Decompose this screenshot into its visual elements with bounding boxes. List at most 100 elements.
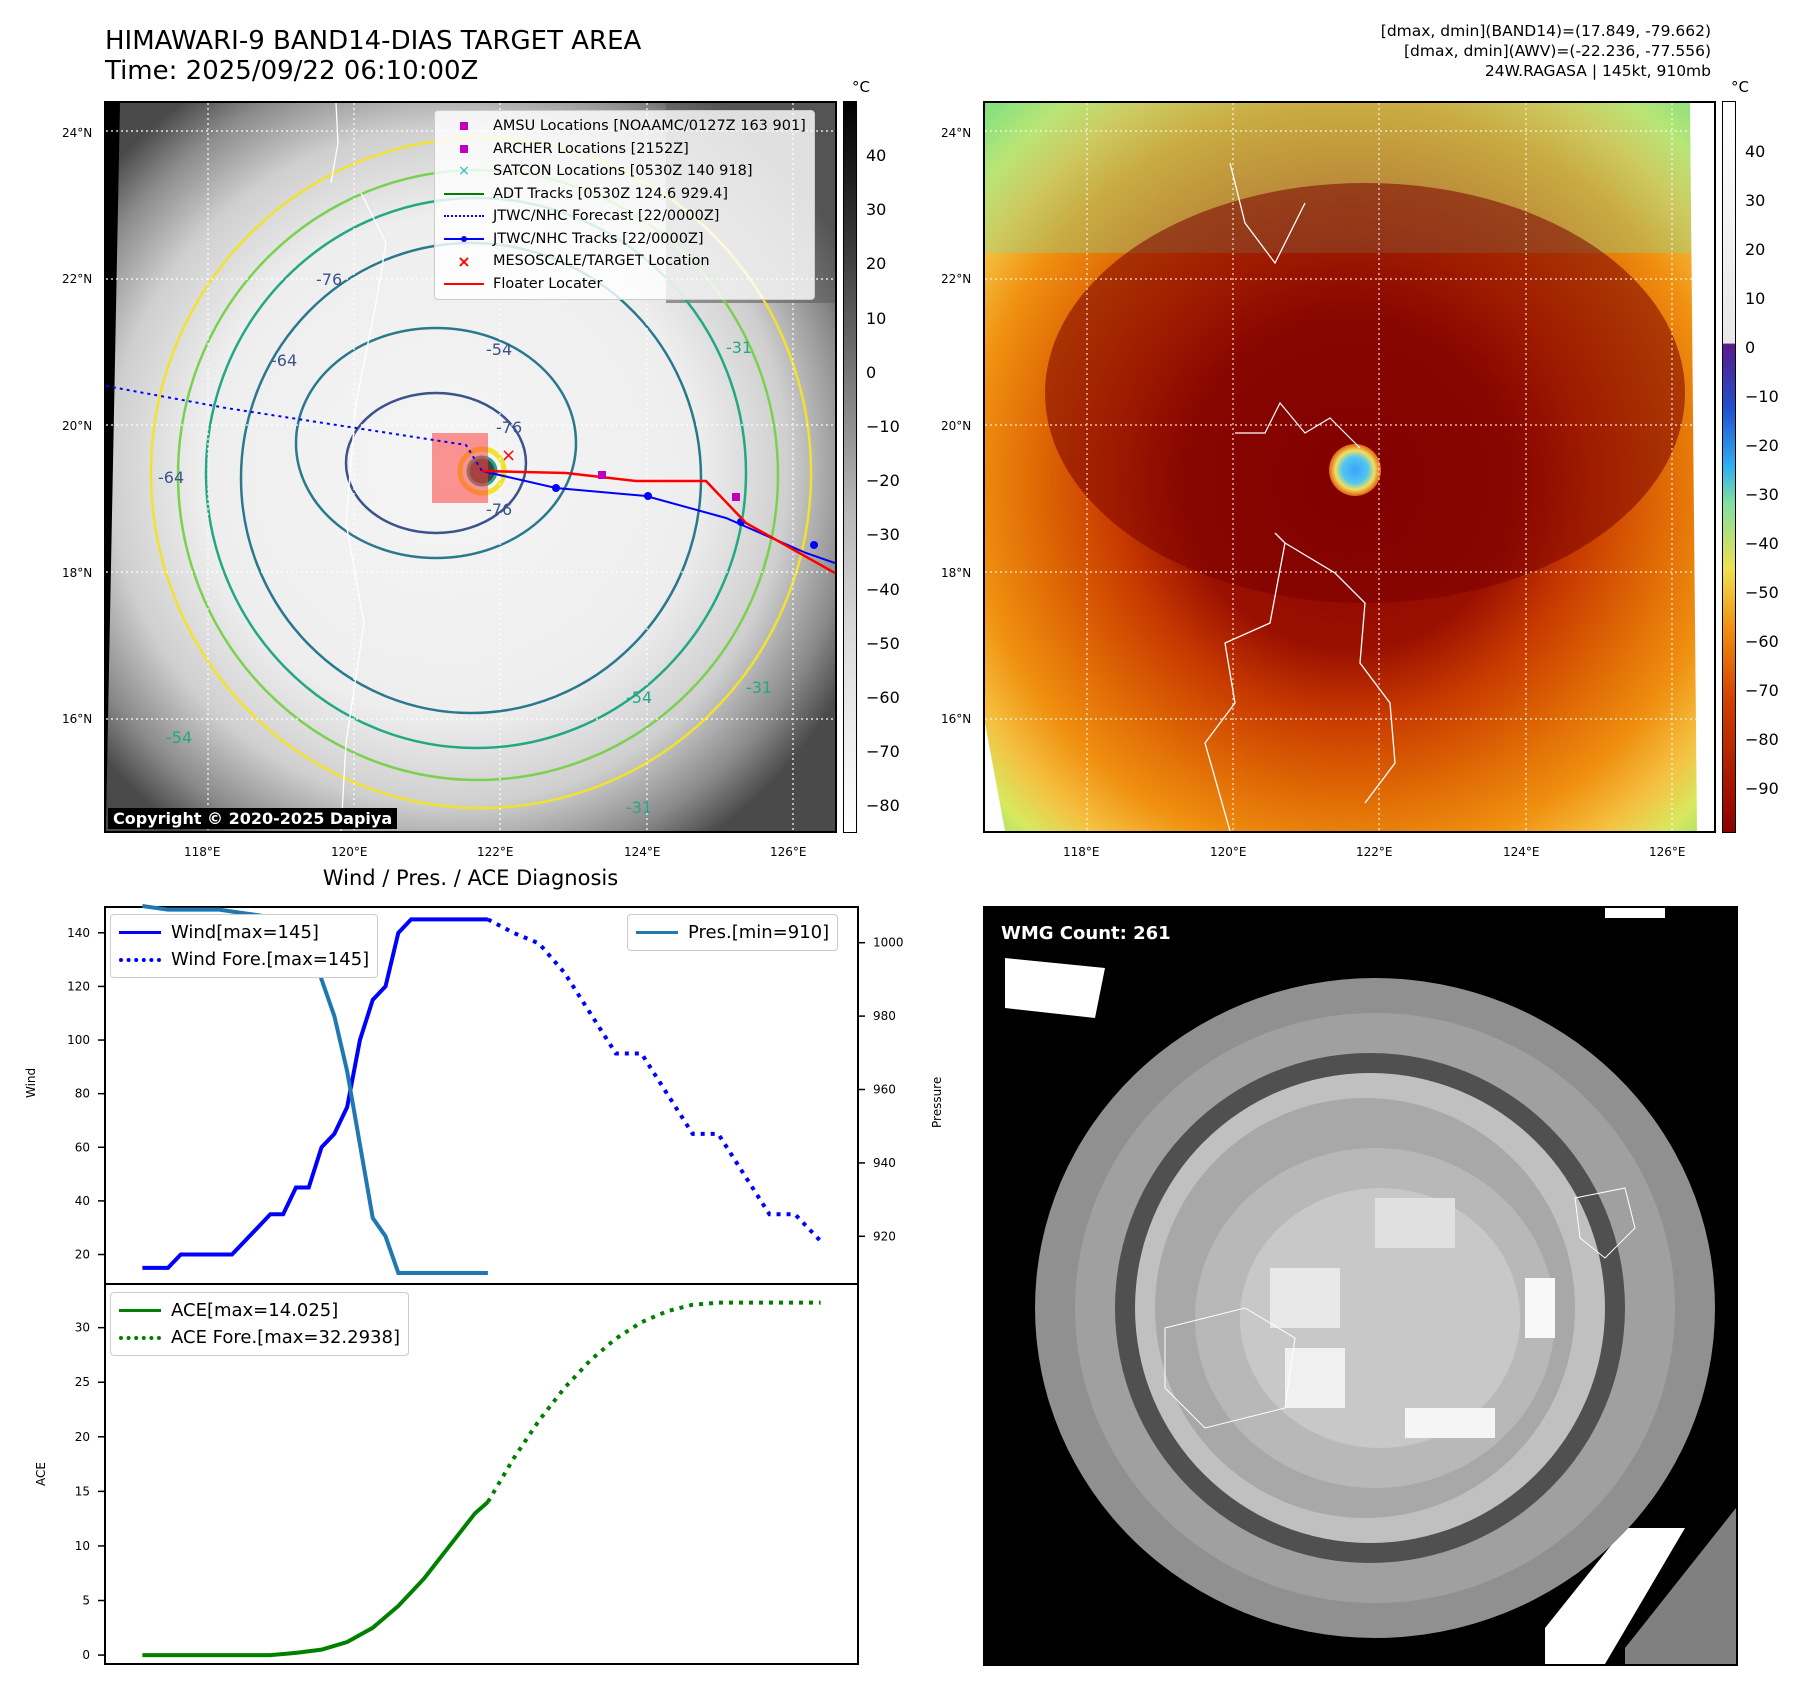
wind-axis-label: Wind [24,1067,38,1098]
diagnosis-title: Wind / Pres. / ACE Diagnosis [322,866,619,890]
colorbar-tick: 20 [1745,240,1766,259]
lat-label: 24°N [941,126,972,140]
wind-tick-label: 80 [75,1087,90,1101]
pressure-legend: Pres.[min=910] [627,914,839,951]
dotted-line-icon [119,957,161,962]
contour-label: -76 [486,500,512,519]
legend-item: AMSU Locations [NOAAMC/0127Z 163 901] [443,115,806,138]
contour-label: -31 [626,798,652,817]
lat-label: 16°N [941,712,972,726]
ace-tick-label: 25 [75,1375,90,1389]
contour-label: -76 [316,270,342,289]
square-marker-icon [443,119,485,133]
legend-item: ACE[max=14.025] [119,1297,400,1324]
lat-label: 20°N [62,419,93,433]
lon-label: 122°E [477,845,514,859]
lon-label: 124°E [1503,845,1540,859]
wind-tick-label: 60 [75,1140,90,1154]
colorbar-tick: −90 [1745,779,1779,798]
right-colorbar [1722,101,1736,833]
colorbar-tick: −30 [1745,485,1779,504]
lon-label: 120°E [331,845,368,859]
colorbar-tick: −60 [1745,632,1779,651]
contour-label: -76 [496,418,522,437]
right-map-image [985,103,1714,831]
colorbar-unit: °C [852,78,870,96]
colorbar-tick: 10 [866,308,887,328]
lon-label: 126°E [770,845,807,859]
legend-item: Wind Fore.[max=145] [119,946,369,973]
band14-range: [dmax, dmin](BAND14)=(17.849, -79.662) [1380,22,1711,40]
ace-tick-label: 15 [75,1484,90,1498]
ace-axis-label: ACE [34,1462,48,1486]
svg-text:×: × [501,445,516,466]
colorbar-unit: °C [1731,78,1749,96]
colorbar-tick: 40 [1745,142,1766,161]
ace-series-line [142,1500,490,1658]
colorbar-tick: −80 [866,796,900,816]
pressure-tick-label: 940 [873,1156,896,1170]
diagnosis-chart: 20 40 60 80 100 120 140 920 940 960 980 1000 0 5 10 15 2… [67,904,904,1665]
pressure-series-line [142,904,488,1275]
diagnosis-plots: 20 40 60 80 100 120 140 920 940 960 980 1000 0 5 10 15 2… [67,904,904,1666]
contour-label: -31 [746,678,772,697]
wind-tick-label: 120 [67,979,90,993]
wmg-image [1005,908,1736,1664]
map-legend: AMSU Locations [NOAAMC/0127Z 163 901] AR… [434,110,815,300]
lat-label: 16°N [62,712,93,726]
ace-tick-label: 10 [75,1539,90,1553]
contour-label: -64 [158,468,184,487]
lon-label: 124°E [624,845,661,859]
legend-item: Wind[max=145] [119,919,369,946]
pressure-axis-label: Pressure [930,1076,944,1128]
lon-label: 122°E [1356,845,1393,859]
wind-tick-label: 20 [75,1248,90,1262]
x-marker-icon: × [458,163,470,180]
lon-label: 120°E [1210,845,1247,859]
wind-series-line [142,917,488,1270]
wind-tick-label: 140 [67,926,90,940]
pressure-tick-label: 920 [873,1229,896,1243]
lat-label: 22°N [941,272,972,286]
lon-label: 118°E [184,845,221,859]
colorbar-tick: −20 [1745,436,1779,455]
ace-plot-frame [104,1283,859,1665]
contour-label: -54 [166,728,192,747]
ace-legend: ACE[max=14.025] ACE Fore.[max=32.2938] [110,1292,409,1356]
wind-legend: Wind[max=145] Wind Fore.[max=145] [110,914,379,978]
line-icon [119,1309,161,1312]
wmg-panel: WMG Count: 261 [983,906,1738,1666]
contour-label: -31 [726,338,752,357]
left-map: × -76 -64 -76 -76 -64 -54 -54 -31 -54 -3… [104,101,837,833]
line-icon [443,277,485,291]
colorbar-tick: −40 [1745,534,1779,553]
legend-item: ACE Fore.[max=32.2938] [119,1324,400,1351]
chart-title: HIMAWARI-9 BAND14-DIAS TARGET AREA [105,26,642,56]
colorbar-tick: 20 [866,254,887,274]
colorbar-tick: −60 [866,688,900,707]
ace-series-line [486,1300,821,1504]
colorbar-tick: −50 [1745,583,1779,602]
dotted-line-icon [119,1335,161,1340]
legend-item: ARCHER Locations [2152Z] [443,138,806,161]
colorbar-tick: 0 [1745,338,1756,357]
colorbar-tick: 40 [866,146,887,165]
colorbar-tick: −20 [866,471,900,491]
ace-tick-label: 0 [82,1648,90,1662]
colorbar-tick: 10 [1745,289,1766,308]
colorbar-tick: 30 [866,200,887,220]
legend-item: Pres.[min=910] [636,919,829,946]
legend-item: JTWC/NHC Forecast [22/0000Z] [443,205,806,228]
storm-info: 24W.RAGASA | 145kt, 910mb [1484,62,1711,80]
right-map [983,101,1716,833]
colorbar-tick: −80 [1745,730,1779,749]
lat-label: 24°N [62,126,93,140]
left-colorbar [843,101,857,833]
contour-label: -64 [271,351,297,370]
lon-label: 118°E [1063,845,1100,859]
lon-label: 126°E [1649,845,1686,859]
colorbar-tick: 30 [1745,191,1766,210]
copyright-label: Copyright © 2020-2025 Dapiya [108,808,398,829]
chart-time: Time: 2025/09/22 06:10:00Z [105,56,479,86]
line-icon [119,931,161,934]
